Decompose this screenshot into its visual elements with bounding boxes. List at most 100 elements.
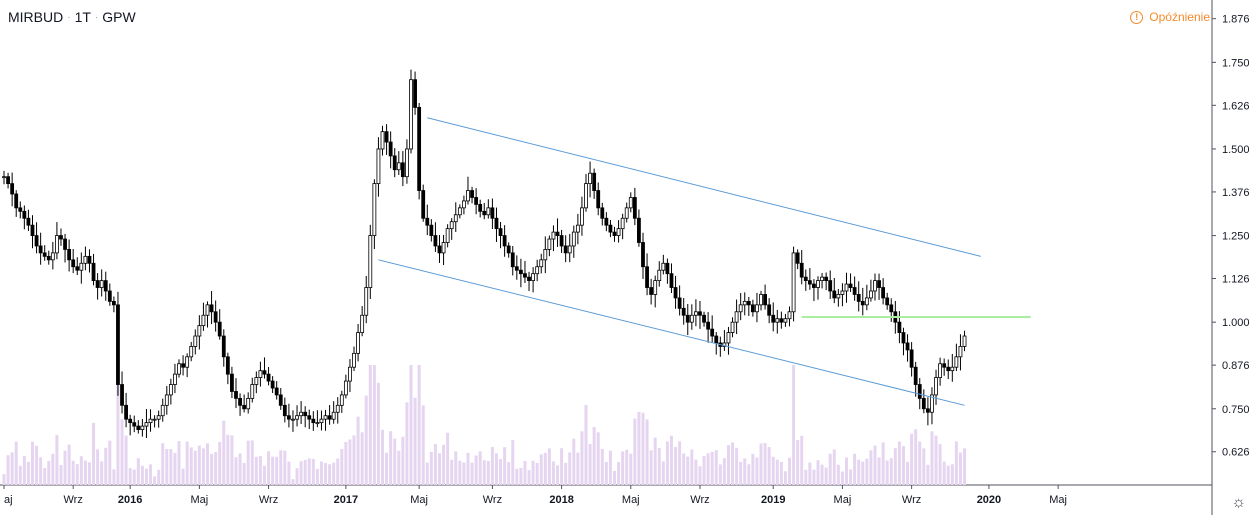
volume-bar (608, 450, 612, 485)
volume-bar (963, 448, 967, 485)
volume-bar (812, 469, 816, 485)
candle-body (445, 228, 450, 243)
candle-body (637, 217, 641, 243)
candle-body (46, 255, 51, 261)
candle-body (343, 380, 348, 396)
candle-body (124, 404, 128, 420)
candle-body (67, 249, 72, 261)
candle-body (71, 259, 76, 268)
candle-body (356, 332, 360, 354)
volume-bar (352, 435, 356, 485)
symbol-name: MIRBUD (8, 9, 64, 25)
candle-body (95, 280, 100, 288)
volume-bar (100, 461, 104, 485)
candle-body (746, 300, 751, 306)
volume-bar (556, 465, 560, 485)
candle-body (413, 79, 417, 108)
volume-bar (788, 457, 792, 485)
candle-body (14, 193, 19, 209)
candle-body (335, 404, 340, 413)
candle-body (885, 297, 890, 306)
volume-bar (824, 467, 828, 485)
candle-body (128, 418, 133, 424)
volume-bar (267, 451, 271, 485)
channel-upper-line (427, 117, 981, 257)
volume-bar (930, 431, 934, 485)
candle-body (55, 235, 59, 254)
x-tick-label: Maj (1049, 494, 1067, 506)
candle-body (486, 207, 491, 216)
y-tick-label: 0.876 (1222, 360, 1250, 372)
y-tick-label: 1.376 (1222, 187, 1250, 199)
candle-body (783, 318, 788, 323)
candle-body (897, 321, 902, 333)
volume-bar (466, 452, 470, 485)
candle-body (315, 422, 320, 425)
candle-body (368, 235, 373, 288)
volume-bar (189, 447, 193, 485)
volume-bar (735, 447, 739, 485)
x-tick-label: Wrz (690, 494, 709, 506)
candle-body (30, 224, 35, 236)
candle-body (706, 321, 711, 330)
candle-body (608, 224, 613, 233)
volume-bar (682, 453, 686, 485)
volume-bar (446, 432, 450, 485)
candle-body (396, 162, 401, 171)
candle-body (750, 304, 755, 313)
candle-body (42, 252, 47, 257)
volume-bar (59, 465, 63, 485)
volume-bar (104, 447, 108, 485)
candle-body (360, 314, 365, 333)
volume-bar (474, 455, 478, 485)
candle-body (665, 262, 670, 275)
volume-bar (779, 461, 783, 485)
candle-body (612, 231, 617, 236)
candle-body (75, 266, 80, 271)
candle-body (474, 197, 479, 205)
candle-body (702, 314, 706, 323)
candle-body (856, 294, 861, 302)
x-tick-label: 2019 (761, 494, 785, 506)
candle-body (38, 245, 43, 254)
volume-bar (918, 441, 922, 485)
volume-bar (63, 450, 67, 485)
gear-icon[interactable]: ☼ (1231, 494, 1246, 511)
candle-body (852, 287, 857, 295)
volume-bar (385, 452, 389, 485)
volume-bar (661, 461, 665, 485)
candle-body (563, 245, 568, 254)
candle-body (942, 363, 947, 368)
volume-bar (767, 446, 771, 485)
candle-body (742, 300, 747, 306)
volume-bar (218, 441, 222, 485)
candle-body (787, 311, 792, 320)
candle-body (628, 197, 633, 209)
candle-body (59, 235, 63, 240)
volume-bar (429, 451, 433, 485)
candle-body (523, 273, 527, 278)
candle-body (307, 415, 312, 420)
volume-bar (800, 435, 804, 485)
candle-body (103, 280, 108, 292)
candle-body (864, 297, 869, 306)
volume-bar (197, 445, 201, 485)
volume-bar (507, 462, 511, 485)
candle-body (392, 155, 397, 171)
volume-bar (319, 461, 323, 485)
candle-body (820, 276, 824, 282)
volume-bar (853, 453, 857, 485)
delay-status[interactable]: ! Opóźnienie (1130, 10, 1210, 24)
volume-bar (584, 404, 588, 485)
volume-bar (954, 441, 958, 485)
candle-body (201, 314, 206, 327)
volume-bar (409, 365, 413, 485)
candle-body (286, 415, 291, 420)
volume-bar (906, 461, 910, 485)
volume-bar (922, 448, 926, 485)
volume-bar (35, 445, 39, 485)
candle-body (234, 391, 238, 399)
candle-body (604, 217, 609, 226)
candle-body (140, 425, 145, 430)
